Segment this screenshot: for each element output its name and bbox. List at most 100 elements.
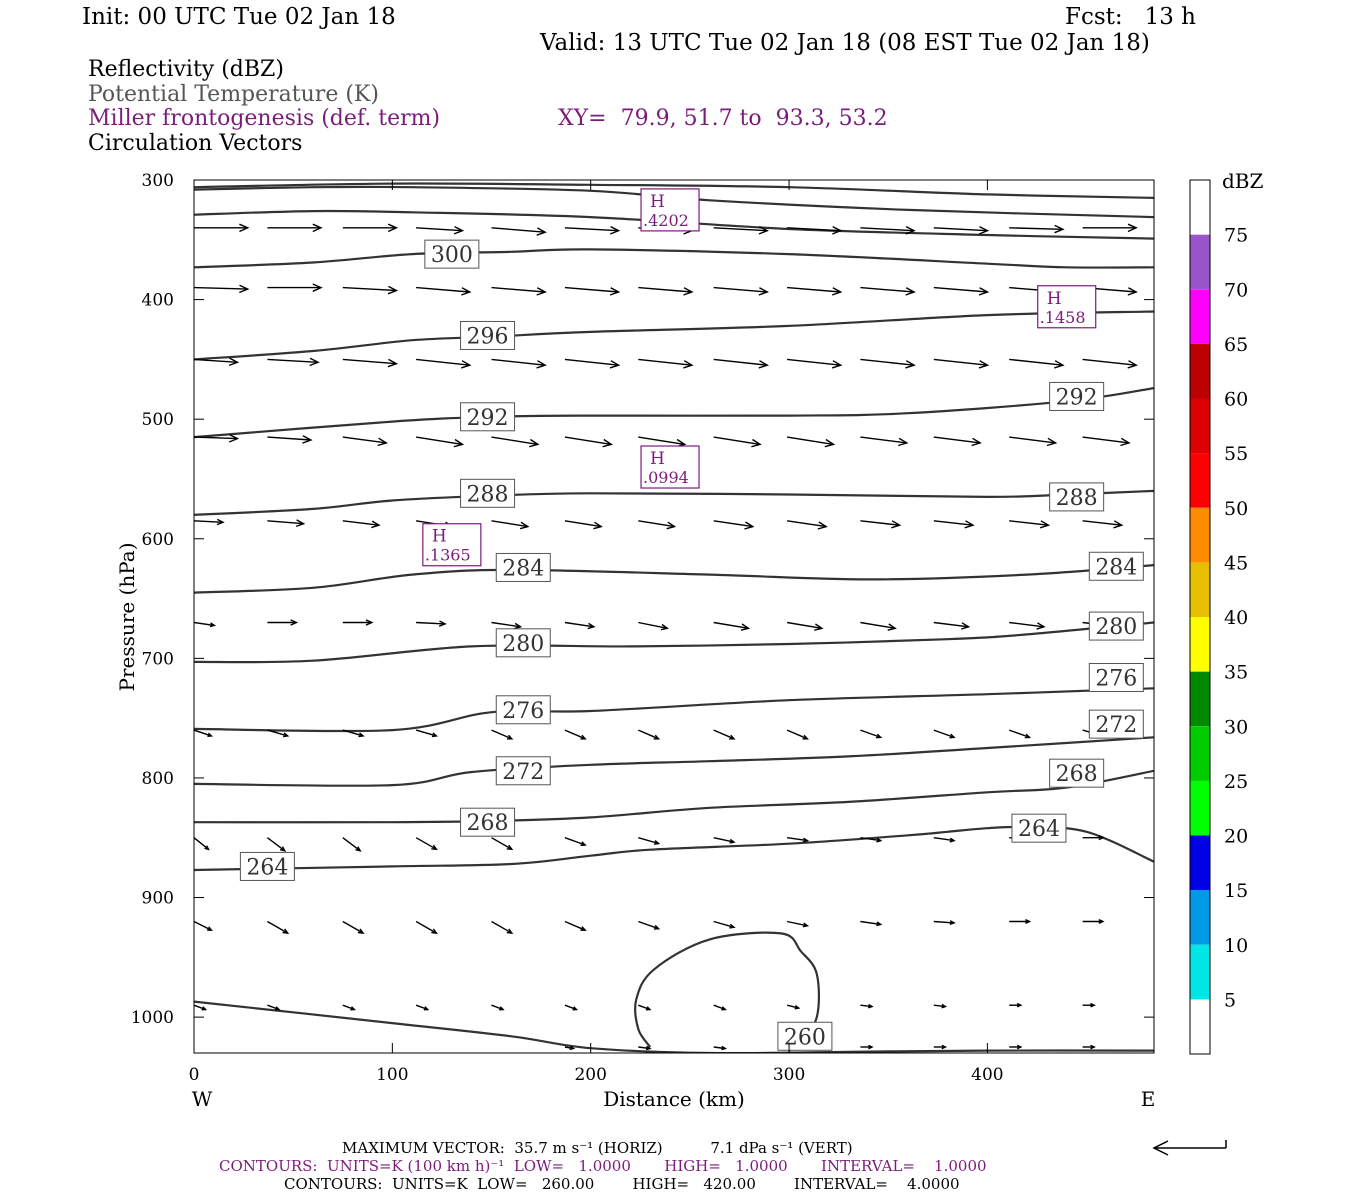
theta-label: 288	[1049, 482, 1105, 512]
vector-head	[239, 284, 250, 294]
forecast-hour: Fcst: 13 h	[1065, 4, 1196, 30]
colorbar-tick-label: 5	[1224, 989, 1236, 1011]
vector-head	[1127, 360, 1138, 369]
circulation-vector	[933, 286, 990, 296]
circulation-vector	[713, 1004, 727, 1011]
theta-label-text: 280	[1095, 615, 1137, 640]
vector-head	[1046, 437, 1058, 447]
circulation-vector	[267, 223, 323, 233]
colorbar-tick-label: 20	[1224, 826, 1248, 848]
vector-shaft	[713, 621, 749, 629]
vector-head	[758, 360, 770, 369]
vector-head	[1036, 622, 1046, 630]
theta-contour-308	[194, 185, 1154, 219]
theta-label-text: 264	[246, 855, 288, 880]
vector-head	[609, 360, 621, 369]
theta-label-box	[495, 756, 551, 786]
vector-shaft	[267, 1004, 280, 1011]
theta-contour-276	[194, 687, 1154, 733]
theta-label-text: 268	[1056, 762, 1098, 787]
vector-shaft	[787, 358, 841, 366]
theta-label-text: 264	[1018, 817, 1060, 842]
vector-head	[1016, 1044, 1023, 1050]
circulation-vector	[416, 286, 472, 296]
vector-shaft	[713, 227, 768, 232]
vector-shaft	[860, 227, 915, 232]
circulation-vector	[860, 1003, 874, 1009]
theta-label-box	[460, 478, 516, 508]
colorbar-band	[1190, 180, 1210, 235]
vector-shaft	[786, 729, 808, 740]
vector-head	[1039, 520, 1051, 529]
frontogenesis-box	[640, 445, 700, 489]
vector-head	[905, 225, 916, 235]
east-label: E	[1141, 1087, 1156, 1111]
circulation-vector	[1082, 835, 1105, 841]
colorbar-title: dBZ	[1222, 169, 1264, 193]
field-frontogenesis: Miller frontogenesis (def. term)	[88, 106, 441, 131]
circulation-vector	[267, 519, 306, 528]
frontogenesis-value: .1458	[1040, 308, 1086, 327]
theta-label-text: 272	[1095, 713, 1137, 738]
vector-head	[949, 733, 956, 739]
vector-shaft	[416, 286, 470, 293]
circulation-vector	[933, 436, 982, 447]
vector-head	[536, 360, 547, 369]
vector-head	[1024, 733, 1032, 739]
vector-head	[1127, 287, 1138, 296]
vector-shaft	[491, 621, 521, 628]
theta-label: 288	[460, 478, 516, 508]
vector-shaft	[1009, 227, 1063, 230]
theta-label-box	[495, 695, 551, 725]
vector-shaft	[786, 1004, 799, 1009]
theta-contour-296	[194, 310, 1154, 361]
vector-shaft	[787, 286, 841, 293]
colorbar-tick-label: 25	[1224, 771, 1248, 793]
y-tick-label: 1000	[131, 1008, 174, 1028]
vector-shaft	[933, 837, 955, 842]
vector-head	[461, 287, 472, 296]
vector-shaft	[1082, 358, 1137, 366]
vector-shaft	[713, 1004, 726, 1011]
theta-label-box	[1088, 551, 1144, 581]
vector-head	[602, 438, 614, 448]
vector-head	[645, 1006, 652, 1011]
circulation-vector	[564, 920, 587, 931]
vector-shaft	[267, 729, 288, 737]
colorbar-tick-label: 50	[1224, 498, 1248, 520]
vector-head	[729, 838, 736, 844]
circulation-vector	[491, 358, 547, 369]
vector-shaft	[860, 358, 915, 366]
circulation-vector	[415, 436, 465, 448]
theta-label-box	[495, 552, 551, 582]
circulation-vector	[787, 358, 843, 369]
vector-shaft	[564, 920, 586, 931]
circulation-vector	[860, 286, 916, 296]
theta-label-text: 292	[467, 406, 509, 431]
vector-head	[431, 844, 438, 851]
vector-head	[209, 622, 217, 628]
circulation-vector	[933, 520, 975, 529]
vector-head	[831, 360, 843, 369]
vector-head	[295, 519, 306, 528]
theta-label-box	[1088, 662, 1144, 692]
colorbar-band	[1190, 343, 1210, 399]
vector-head	[653, 924, 661, 930]
vector-head	[758, 287, 770, 296]
theta-label: 292	[460, 402, 516, 432]
vector-shaft	[342, 286, 397, 292]
theta-label: 272	[495, 756, 551, 786]
reference-arrow-head	[1152, 1140, 1169, 1156]
colorbar-band	[1190, 890, 1210, 945]
theta-label: 280	[495, 628, 551, 658]
theta-label-box	[460, 320, 516, 350]
vector-head	[666, 521, 677, 530]
circulation-vector	[342, 837, 362, 852]
vector-shaft	[194, 436, 238, 440]
circulation-vector	[1009, 918, 1032, 924]
field-reflectivity: Reflectivity (dBZ)	[88, 57, 284, 82]
frontogenesis-symbol: H	[1047, 289, 1062, 309]
colorbar-tick-label: 65	[1224, 334, 1248, 356]
circulation-vector	[1009, 520, 1051, 529]
circulation-vector	[713, 520, 755, 530]
